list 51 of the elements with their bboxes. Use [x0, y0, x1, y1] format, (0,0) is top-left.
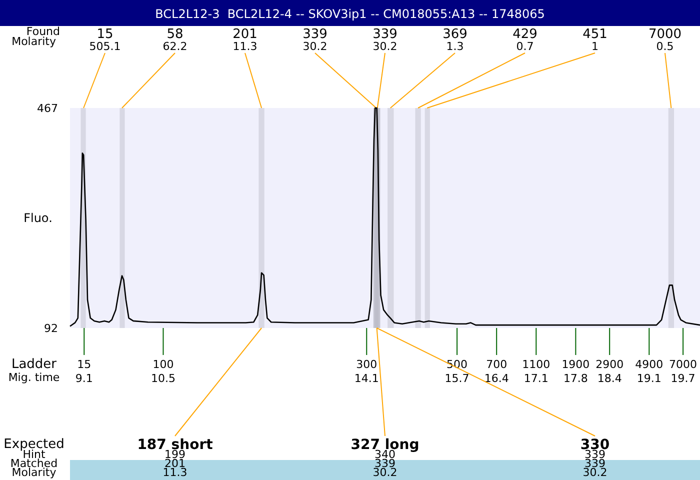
band-label: 201 — [232, 27, 258, 42]
text: 2900 — [596, 358, 624, 371]
text: Expected — [4, 437, 64, 452]
text: 15 — [77, 358, 92, 371]
x-tick-label: 16.4 — [484, 372, 509, 385]
band-label: 58 — [166, 27, 184, 42]
text: 1100 — [522, 358, 550, 371]
annotation: 30.2 — [302, 40, 328, 53]
text: Ladder — [11, 357, 58, 372]
band-label: 429 — [512, 27, 538, 42]
annotation: 0.5 — [656, 40, 674, 53]
text: 11.3 — [162, 466, 188, 479]
band-label: 15 — [96, 27, 114, 42]
text: 4900 — [635, 358, 664, 371]
annotation: 0.7 — [516, 40, 534, 53]
x-tick-label: 17.8 — [563, 372, 588, 385]
x-tick-label: 18.4 — [597, 372, 622, 385]
x-axis-title: Mig. time — [8, 371, 60, 384]
x-tick-label: 15.7 — [444, 372, 470, 385]
x-tick-label: 10.5 — [150, 372, 176, 385]
text: 300 — [356, 358, 378, 371]
annotation: 62.2 — [162, 40, 188, 53]
text: Molarity — [12, 35, 56, 48]
annotation: 1 — [592, 40, 598, 53]
y-tick-label: 92 — [44, 322, 58, 335]
text: 1900 — [562, 358, 590, 371]
y-tick-label: 467 — [37, 102, 58, 115]
band-label: 7000 — [648, 27, 682, 42]
text: 700 — [486, 358, 508, 371]
text: 30.2 — [582, 466, 608, 479]
band-label: 369 — [442, 27, 468, 42]
x-tick-label: 19.1 — [636, 372, 662, 385]
chart-title: BCL2L12-3 BCL2L12-4 -- SKOV3ip1 -- CM018055:A13 -- 1748065 — [155, 7, 545, 21]
annotation: 1.3 — [446, 40, 464, 53]
x-tick-label: 14.1 — [354, 372, 379, 385]
text: 7000 — [669, 358, 698, 371]
x-tick-label: 9.1 — [75, 372, 93, 385]
x-tick-label: 19.7 — [670, 372, 696, 385]
text: 100 — [152, 358, 174, 371]
text: Found — [26, 25, 60, 38]
x-tick-label: 17.1 — [524, 372, 548, 385]
annotation: 30.2 — [372, 40, 398, 53]
band-label: 339 — [302, 27, 328, 42]
text: 30.2 — [372, 466, 398, 479]
annotation: 11.3 — [232, 40, 258, 53]
band-label: 339 — [372, 27, 398, 42]
annotation: 505.1 — [89, 40, 121, 53]
y-axis-title: Fluo. — [24, 211, 52, 225]
text: Molarity — [12, 466, 57, 479]
line-series — [69, 107, 700, 327]
band-label: 451 — [582, 27, 608, 42]
